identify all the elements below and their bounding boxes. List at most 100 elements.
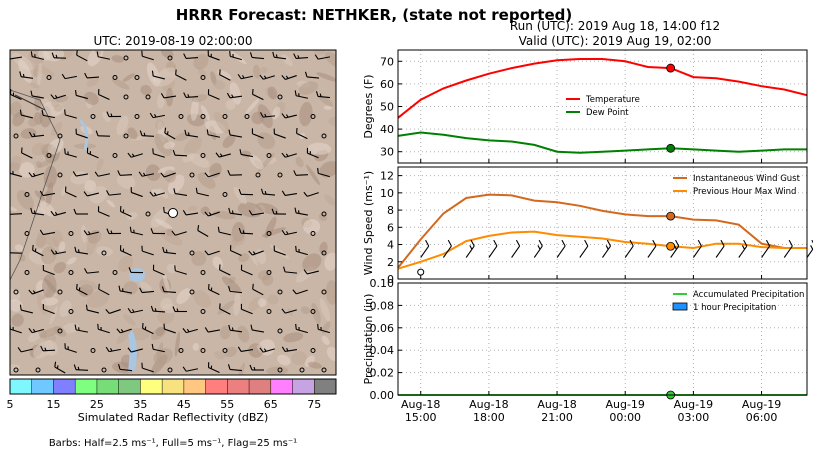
colorbar-swatch bbox=[249, 379, 272, 394]
state-border bbox=[14, 94, 46, 111]
colorbar-tick-labels: 5 15 25 35 45 55 65 75 bbox=[7, 398, 322, 411]
calm-wind-marker bbox=[57, 172, 63, 178]
wind-barb bbox=[281, 75, 297, 80]
wind-barb bbox=[238, 227, 254, 235]
wind-barb bbox=[317, 167, 330, 178]
calm-wind-marker bbox=[310, 231, 316, 236]
calm-wind-marker bbox=[200, 348, 206, 353]
terrain-patch bbox=[36, 158, 57, 168]
wind-barb bbox=[73, 208, 88, 215]
terrain-patch bbox=[160, 230, 183, 246]
terrain-patch bbox=[200, 105, 210, 121]
calm-wind-marker bbox=[46, 153, 52, 158]
wind-barb bbox=[172, 306, 187, 313]
wind-barb bbox=[160, 93, 177, 99]
wind-barb bbox=[150, 228, 166, 235]
wind-barb bbox=[228, 129, 243, 138]
wind-barb bbox=[182, 366, 198, 372]
wind-barb bbox=[30, 51, 44, 60]
terrain-patch bbox=[79, 279, 98, 290]
wind-barb bbox=[249, 364, 264, 371]
calm-wind-marker bbox=[101, 367, 107, 373]
terrain-patch bbox=[164, 169, 176, 183]
terrain-patch bbox=[39, 201, 56, 217]
terrain-patch bbox=[106, 199, 115, 208]
terrain-patch bbox=[319, 161, 336, 178]
terrain-patch bbox=[96, 158, 104, 171]
calm-wind-marker bbox=[24, 270, 30, 275]
calm-wind-marker bbox=[200, 114, 206, 119]
legend-label: Accumulated Precipitation bbox=[693, 290, 804, 300]
calm-wind-marker bbox=[134, 75, 140, 80]
valid-label: Valid (UTC): 2019 Aug 19, 02:00 bbox=[519, 34, 712, 48]
y-tick-label: 10 bbox=[380, 187, 394, 200]
calm-wind-marker bbox=[13, 367, 19, 373]
wind-barb bbox=[10, 247, 23, 254]
wind-barb bbox=[50, 249, 66, 255]
wind-barb bbox=[10, 54, 23, 60]
time-axis: Aug-1815:00Aug-1818:00Aug-1821:00Aug-190… bbox=[401, 398, 781, 424]
calm-wind-marker bbox=[321, 211, 327, 217]
wind-barb bbox=[116, 328, 132, 334]
wind-barb bbox=[579, 239, 589, 258]
precipitation-panel: 0.00 0.02 0.04 0.06 0.08 0.10 Precipitation (i… bbox=[362, 277, 808, 402]
terrain-patch bbox=[197, 67, 207, 77]
station-marker bbox=[168, 208, 178, 218]
calm-wind-marker bbox=[134, 114, 140, 119]
wind-barb bbox=[215, 152, 231, 158]
terrain-patch bbox=[28, 117, 39, 127]
terrain-patch bbox=[140, 84, 152, 96]
legend-label: 1 hour Precipitation bbox=[693, 303, 776, 313]
wind-barb bbox=[227, 170, 243, 176]
calm-wind-marker bbox=[123, 133, 129, 139]
wind-barb bbox=[30, 90, 45, 99]
wind-barb bbox=[237, 73, 253, 80]
terrain-patch bbox=[123, 281, 138, 295]
wind-barb bbox=[306, 147, 319, 159]
wind-barb bbox=[149, 112, 165, 119]
wind-barb bbox=[54, 361, 66, 374]
wind-barb bbox=[106, 228, 122, 235]
y-tick-label: 0.00 bbox=[370, 389, 395, 402]
x-tick-label: 03:00 bbox=[678, 411, 710, 424]
wind-barb bbox=[105, 346, 121, 353]
wind-barb bbox=[442, 239, 452, 258]
terrain-patch bbox=[200, 206, 210, 215]
terrain-patch bbox=[227, 50, 247, 65]
wind-barb bbox=[295, 245, 308, 256]
legend-swatch bbox=[672, 302, 688, 311]
y-tick-label: 0.10 bbox=[370, 277, 395, 290]
terrain-patch bbox=[324, 194, 336, 206]
calm-wind-marker bbox=[277, 172, 283, 178]
wind-barb bbox=[141, 50, 154, 61]
wind-barb bbox=[96, 51, 110, 60]
calm-wind-marker bbox=[200, 75, 206, 80]
wind-barb bbox=[73, 364, 89, 371]
wind-barb bbox=[128, 267, 144, 274]
wind-barb bbox=[783, 239, 793, 258]
wind-barb bbox=[228, 286, 243, 294]
colorbar-tick-label: 15 bbox=[47, 398, 61, 411]
wind-barb bbox=[251, 128, 264, 139]
wind-panel: 0 2 4 6 8 10 12 Wind Speed (ms⁻¹) Instantaneous … bbox=[362, 166, 813, 286]
wind-barb bbox=[19, 109, 33, 119]
terrain-patch bbox=[209, 162, 222, 178]
colorbar-swatch bbox=[270, 379, 293, 394]
wind-barb bbox=[283, 266, 298, 274]
series-line bbox=[397, 131, 807, 154]
terrain-patch bbox=[155, 326, 165, 337]
terrain-patch bbox=[303, 219, 321, 235]
wind-barb bbox=[294, 90, 308, 99]
terrain-patch bbox=[230, 228, 246, 246]
terrain-patch bbox=[266, 366, 289, 375]
terrain-patch bbox=[324, 252, 336, 271]
colorbar-tick-label: 5 bbox=[7, 398, 14, 411]
terrain-patch bbox=[47, 138, 64, 155]
terrain-patch bbox=[154, 119, 165, 130]
calm-wind-marker bbox=[13, 133, 19, 139]
colorbar-tick-label: 35 bbox=[133, 398, 147, 411]
terrain-patch bbox=[89, 186, 108, 204]
terrain-patch bbox=[131, 135, 149, 141]
terrain-patch bbox=[40, 143, 52, 152]
colorbar-swatch bbox=[10, 379, 33, 394]
